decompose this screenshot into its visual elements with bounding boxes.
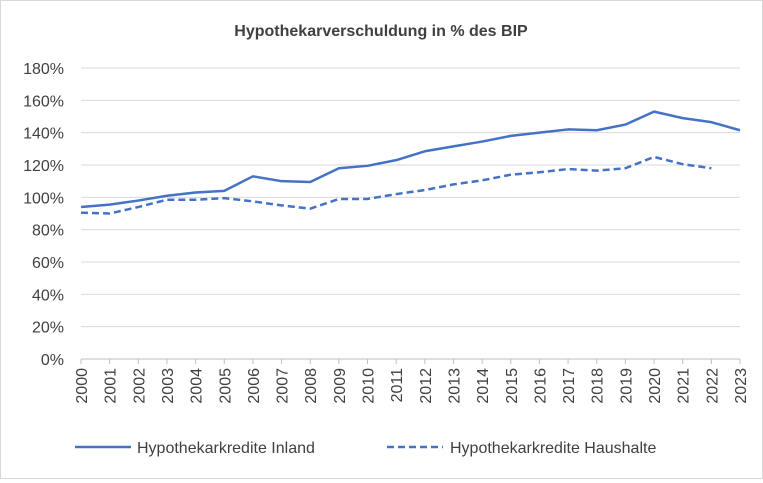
series-lines <box>80 110 741 215</box>
legend: Hypothekarkredite Inland Hypothekarkredi… <box>75 440 656 457</box>
y-tick-label: 40% <box>32 287 64 304</box>
x-tick-label: 2008 <box>303 368 320 404</box>
x-tick-label: 2021 <box>676 368 693 404</box>
y-tick-label: 0% <box>41 352 64 369</box>
legend-label-haushalte: Hypothekarkredite Haushalte <box>450 440 656 457</box>
x-tick-label: 2004 <box>189 368 206 404</box>
legend-label-inland: Hypothekarkredite Inland <box>137 440 315 457</box>
x-tick-label: 2014 <box>475 368 492 404</box>
x-tick-label: 2006 <box>246 368 263 404</box>
y-tick-label: 20% <box>32 320 64 337</box>
y-tick-label: 60% <box>32 255 64 272</box>
x-tick-label: 2000 <box>74 368 91 404</box>
x-tick-label: 2001 <box>103 368 120 404</box>
x-tick-label: 2010 <box>361 368 378 404</box>
x-tick-label: 2009 <box>332 368 349 404</box>
x-tick-label: 2017 <box>561 368 578 404</box>
x-tick-label: 2019 <box>618 368 635 404</box>
y-tick-label: 100% <box>23 190 64 207</box>
x-tick-label: 2003 <box>160 368 177 404</box>
x-tick-label: 2022 <box>704 368 721 404</box>
y-tick-label: 140% <box>23 126 64 143</box>
y-tick-label: 160% <box>23 93 64 110</box>
x-tick-label: 2015 <box>504 368 521 404</box>
y-tick-label: 180% <box>23 61 64 78</box>
x-tick-label: 2018 <box>590 368 607 404</box>
x-tick-label: 2007 <box>275 368 292 404</box>
x-tick-label: 2020 <box>647 368 664 404</box>
y-axis-ticks: 0% 20% 40% 60% 80% 100% 120% 140% 160% 180% <box>23 61 64 369</box>
x-tick-label: 2023 <box>733 368 750 404</box>
x-axis-ticks: 2000 2001 2002 2003 2004 2005 2006 2007 2008 2009… <box>74 359 750 404</box>
x-tick-label: 2005 <box>217 368 234 404</box>
y-tick-label: 120% <box>23 158 64 175</box>
x-tick-label: 2012 <box>418 368 435 404</box>
gridlines <box>81 67 740 360</box>
series-line-haushalte <box>80 155 712 215</box>
y-tick-label: 80% <box>32 223 64 240</box>
x-tick-label: 2002 <box>131 368 148 404</box>
x-tick-label: 2013 <box>446 368 463 404</box>
x-tick-label: 2016 <box>532 368 549 404</box>
series-line-inland <box>80 110 741 209</box>
chart-title: Hypothekarverschuldung in % des BIP <box>234 23 528 40</box>
x-tick-label: 2011 <box>389 368 406 403</box>
